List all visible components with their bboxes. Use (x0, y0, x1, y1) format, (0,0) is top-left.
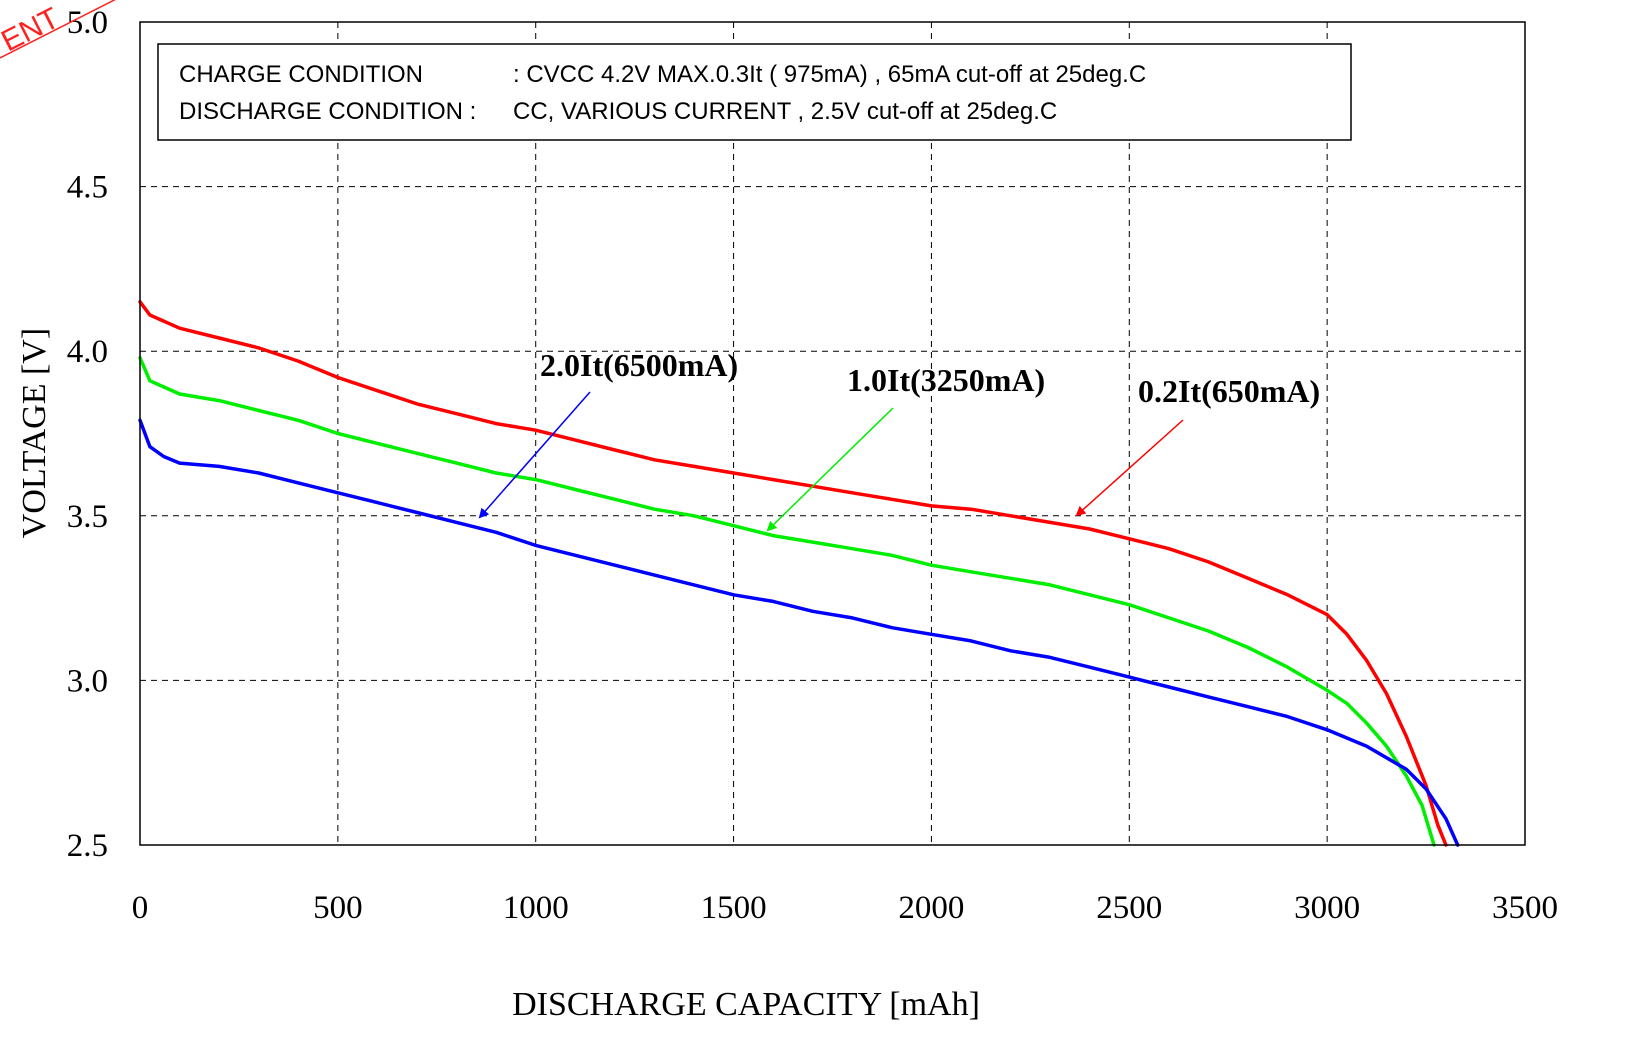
stamp: ENT (0, 0, 116, 59)
x-tick-label: 3000 (1294, 890, 1360, 926)
series-arrow-2 (478, 391, 591, 519)
x-tick-label: 2000 (898, 890, 964, 926)
x-tick-label: 1500 (701, 890, 767, 926)
charge-condition-value: : CVCC 4.2V MAX.0.3It ( 975mA) , 65mA cu… (513, 61, 1146, 88)
y-tick-label: 3.5 (67, 499, 108, 535)
y-tick-label: 4.0 (67, 334, 108, 370)
series-label-2: 2.0It(6500mA) (540, 347, 738, 383)
x-tick-label: 0 (132, 890, 149, 926)
y-tick-label: 4.5 (67, 170, 108, 206)
y-tick-labels: 2.5 3.0 3.5 4.0 4.5 5.0 (67, 5, 108, 864)
series-labels: 0.2It(650mA) 1.0It(3250mA) 2.0It(6500mA) (478, 347, 1320, 532)
series-lines (138, 300, 1460, 847)
discharge-condition-label: DISCHARGE CONDITION : (179, 98, 476, 125)
grid-lines (140, 22, 1525, 845)
series-line-2 (138, 418, 1460, 847)
x-tick-label: 500 (313, 890, 363, 926)
y-tick-label: 5.0 (67, 5, 108, 41)
discharge-condition-value: CC, VARIOUS CURRENT , 2.5V cut-off at 25… (513, 98, 1057, 125)
y-axis-title: VOLTAGE [V] (16, 328, 53, 538)
stamp-text: ENT (0, 2, 65, 59)
x-axis-title: DISCHARGE CAPACITY [mAh] (512, 986, 980, 1023)
series-arrow-1 (766, 407, 894, 532)
y-tick-label: 2.5 (67, 828, 108, 864)
series-label-0: 0.2It(650mA) (1138, 373, 1320, 409)
stamp-line (0, 0, 116, 59)
x-tick-label: 2500 (1096, 890, 1162, 926)
x-tick-label: 1000 (503, 890, 569, 926)
series-line-0 (138, 300, 1448, 847)
series-label-1: 1.0It(3250mA) (847, 362, 1045, 398)
charge-condition-label: CHARGE CONDITION (179, 61, 423, 88)
series-arrow-0 (1075, 419, 1184, 517)
conditions-box-border (157, 43, 1352, 141)
series-line-1 (138, 356, 1436, 847)
x-tick-labels: 0 500 1000 1500 2000 2500 3000 3500 (132, 890, 1558, 926)
y-tick-label: 3.0 (67, 663, 108, 699)
x-tick-label: 3500 (1492, 890, 1558, 926)
plot-frame (139, 21, 1526, 846)
conditions-box: CHARGE CONDITION : CVCC 4.2V MAX.0.3It (… (157, 43, 1352, 141)
